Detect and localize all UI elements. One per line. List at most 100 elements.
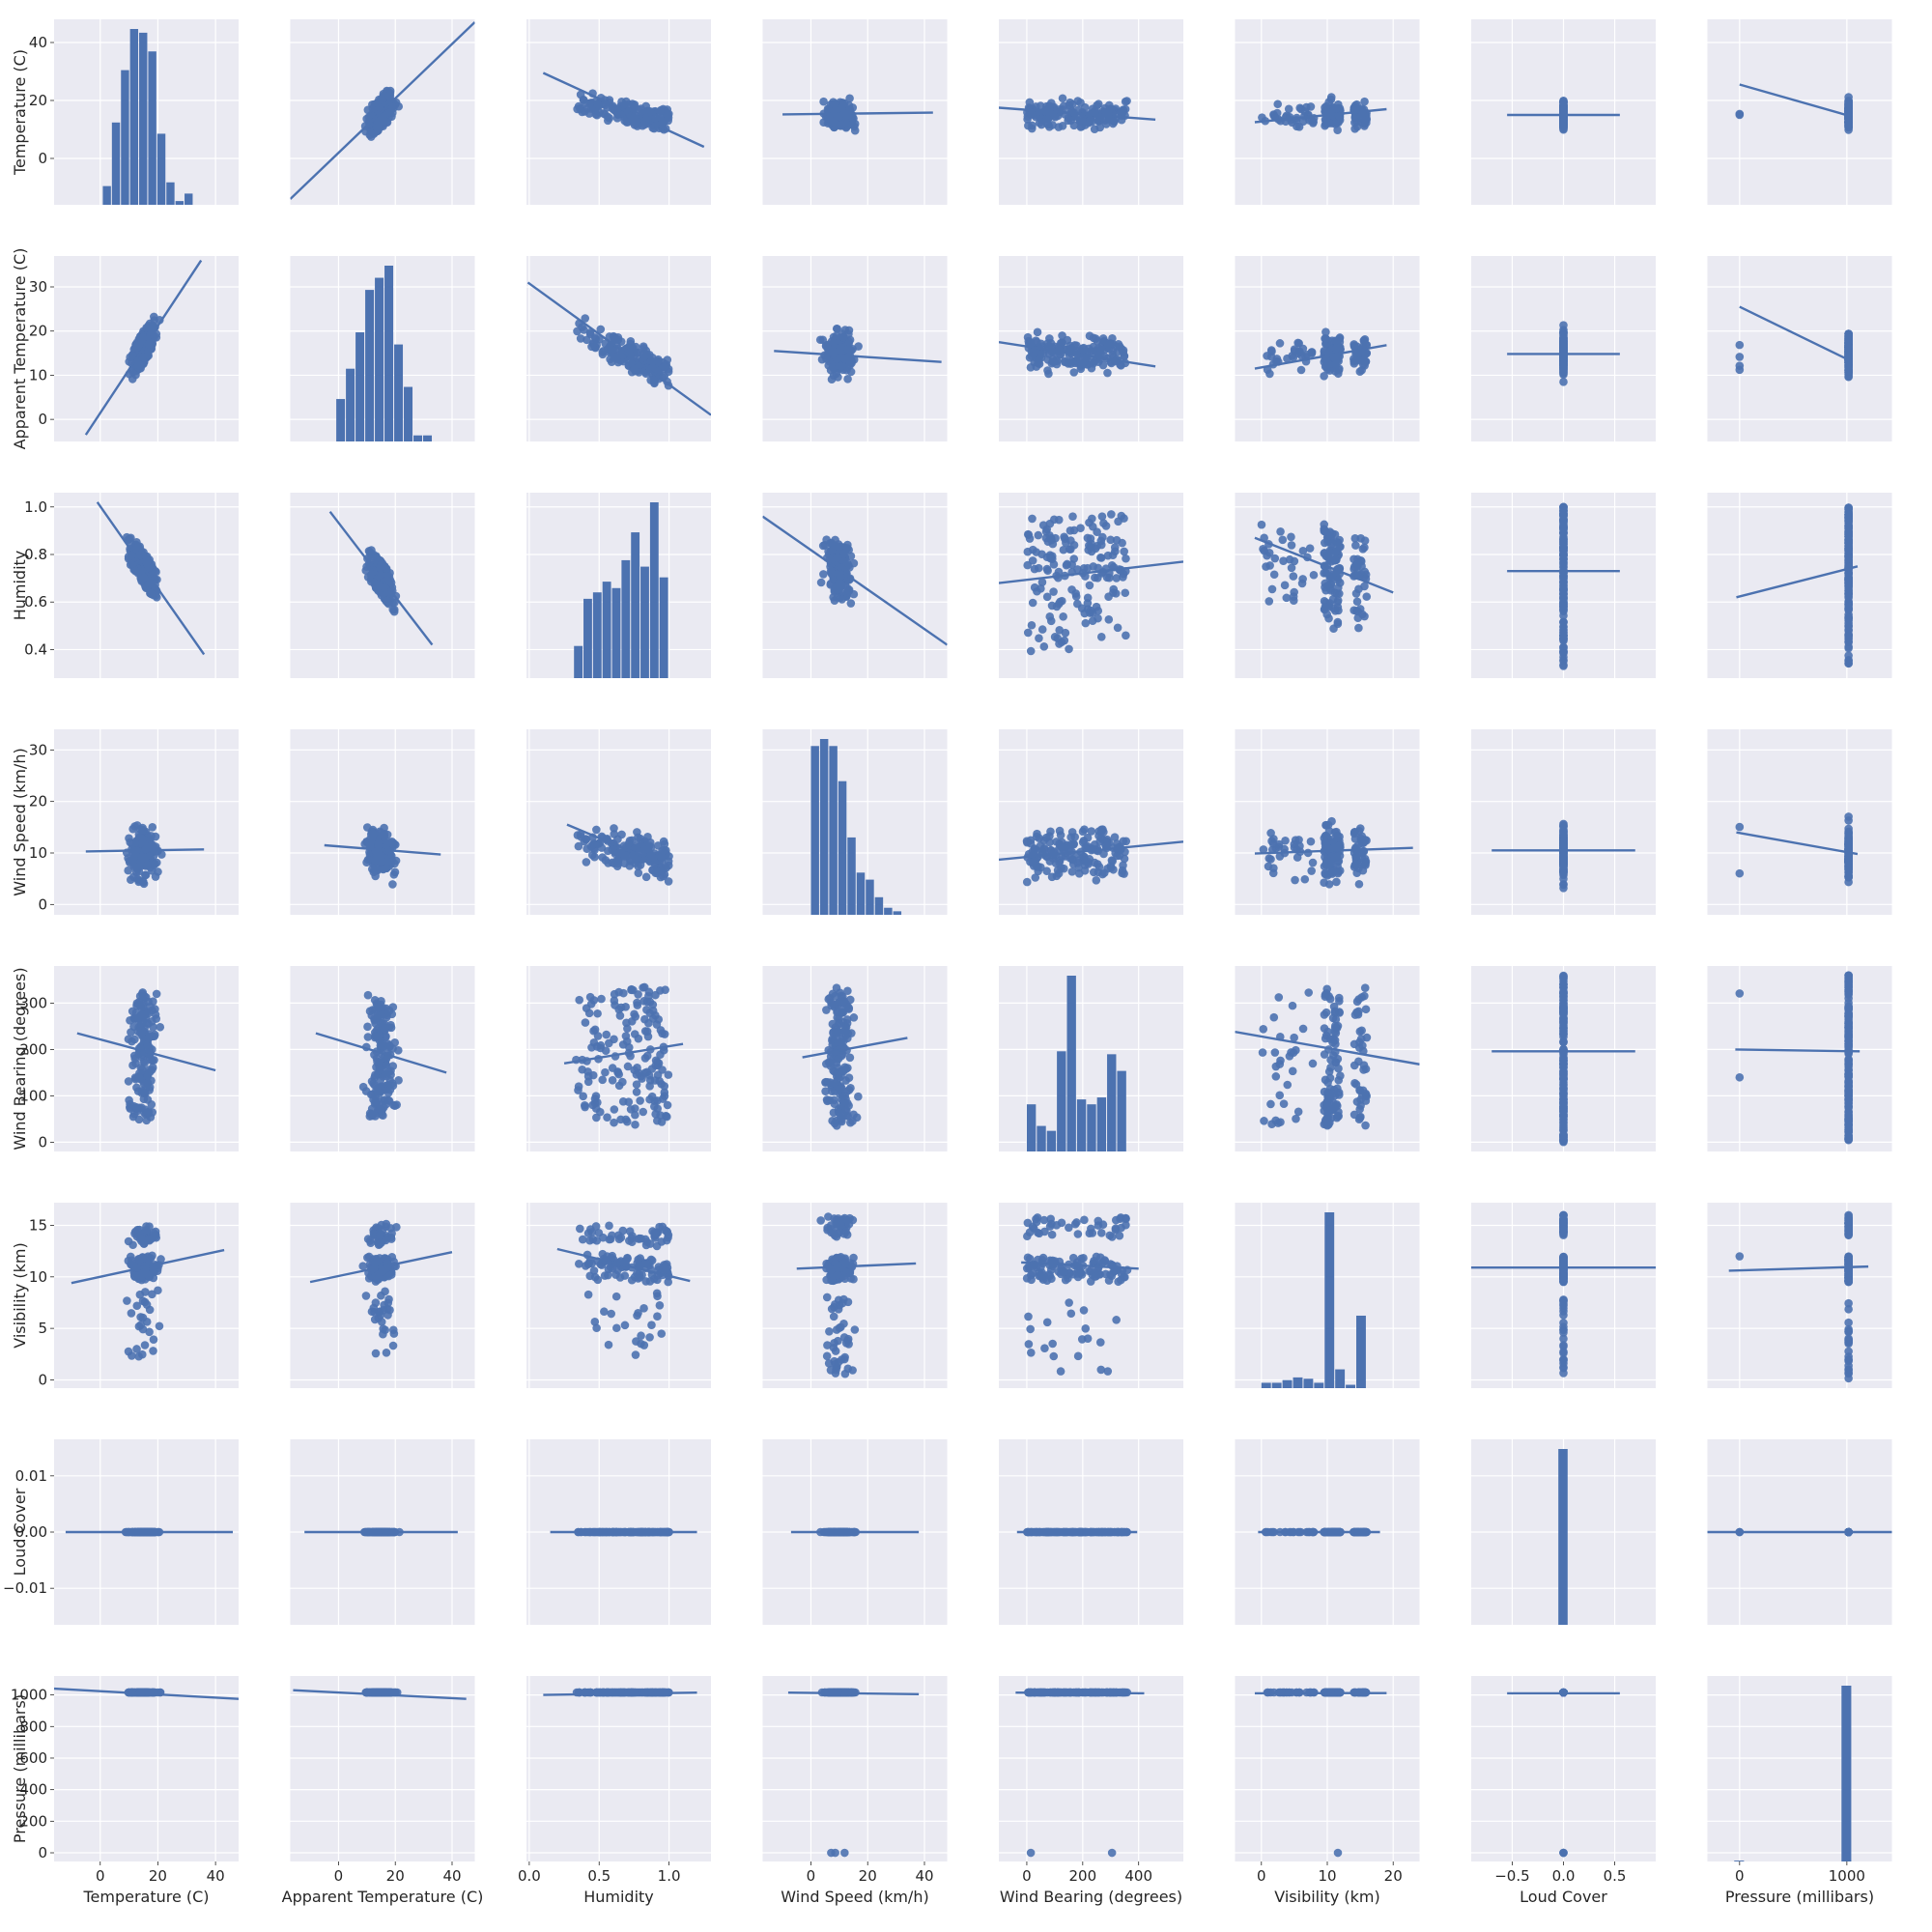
scatter-point bbox=[1045, 530, 1054, 540]
scatter-point bbox=[1350, 534, 1360, 543]
scatter-point bbox=[1264, 862, 1273, 871]
scatter-point bbox=[1321, 334, 1330, 343]
scatter-point bbox=[649, 376, 659, 384]
scatter-point bbox=[1076, 116, 1086, 125]
scatter-point bbox=[133, 543, 143, 552]
scatter-point bbox=[141, 870, 151, 880]
scatter-point bbox=[368, 830, 378, 838]
panel-content bbox=[774, 324, 942, 384]
scatter-point bbox=[1103, 368, 1112, 378]
scatter-point bbox=[1105, 573, 1114, 582]
scatter-point bbox=[1270, 554, 1280, 563]
scatter-point bbox=[1108, 857, 1117, 866]
scatter-point bbox=[1559, 584, 1568, 594]
scatter-point bbox=[1333, 617, 1343, 627]
panel-humidity-vs-apparent-temperature-c bbox=[290, 493, 475, 678]
scatter-point bbox=[1264, 597, 1274, 606]
scatter-point bbox=[1096, 633, 1106, 641]
regression-line bbox=[324, 843, 441, 856]
scatter-point bbox=[1081, 618, 1091, 628]
scatter-point bbox=[816, 578, 826, 587]
histogram-bar bbox=[810, 746, 819, 915]
scatter-point bbox=[1333, 546, 1342, 555]
scatter-point bbox=[1844, 99, 1853, 108]
panel-content bbox=[1254, 816, 1413, 889]
histogram-bar bbox=[856, 872, 866, 915]
y-tick-label: 0 bbox=[38, 895, 47, 913]
panel-content bbox=[1507, 97, 1620, 134]
scatter-point bbox=[573, 327, 582, 336]
scatter-point bbox=[1052, 356, 1062, 366]
scatter-point bbox=[1038, 521, 1048, 529]
scatter-point bbox=[1325, 857, 1335, 867]
scatter-point bbox=[1115, 851, 1124, 861]
scatter-point bbox=[1559, 542, 1568, 552]
scatter-point bbox=[1289, 353, 1298, 362]
scatter-point bbox=[134, 877, 143, 887]
scatter-point bbox=[1096, 553, 1105, 562]
scatter-point bbox=[651, 113, 661, 123]
scatter-point bbox=[622, 118, 632, 127]
scatter-point bbox=[1049, 587, 1058, 596]
scatter-point bbox=[1030, 564, 1039, 574]
scatter-point bbox=[1056, 831, 1065, 839]
panel-content bbox=[1254, 520, 1394, 634]
scatter-point bbox=[594, 839, 603, 848]
scatter-point bbox=[1050, 633, 1060, 641]
scatter-point bbox=[1289, 572, 1298, 581]
panel-temperature-c-vs-loud-cover bbox=[1471, 19, 1656, 205]
scatter-point bbox=[1118, 866, 1127, 875]
scatter-point bbox=[377, 590, 386, 600]
scatter-point bbox=[592, 825, 601, 835]
scatter-point bbox=[1735, 340, 1745, 350]
scatter-point bbox=[371, 856, 380, 865]
scatter-point bbox=[1076, 99, 1085, 107]
scatter-point bbox=[1086, 534, 1095, 543]
scatter-point bbox=[1043, 366, 1052, 375]
histogram-bar bbox=[574, 645, 583, 678]
scatter-point bbox=[1106, 535, 1116, 545]
scatter-point bbox=[1287, 541, 1296, 550]
panel-content bbox=[762, 515, 948, 646]
scatter-point bbox=[1059, 545, 1068, 554]
scatter-point bbox=[1073, 105, 1083, 115]
panel-content bbox=[84, 259, 203, 436]
scatter-point bbox=[1354, 623, 1363, 633]
panel-apparent-temperature-c-vs-pressure-millibars bbox=[1707, 256, 1892, 441]
scatter-point bbox=[1287, 532, 1295, 542]
histogram-bar bbox=[156, 133, 166, 205]
scatter-point bbox=[1361, 861, 1370, 869]
scatter-point bbox=[1331, 104, 1341, 113]
scatter-point bbox=[1559, 339, 1568, 349]
scatter-point bbox=[580, 326, 588, 334]
scatter-point bbox=[1055, 858, 1064, 867]
scatter-point bbox=[1042, 867, 1051, 876]
scatter-point bbox=[137, 852, 147, 862]
scatter-point bbox=[831, 119, 839, 128]
scatter-point bbox=[1102, 835, 1112, 844]
scatter-point bbox=[138, 353, 147, 361]
scatter-point bbox=[1023, 628, 1033, 638]
histogram-bar bbox=[592, 592, 602, 678]
scatter-point bbox=[1065, 644, 1073, 654]
histogram-bar bbox=[866, 879, 874, 915]
scatter-point bbox=[1046, 553, 1055, 562]
scatter-point bbox=[1559, 635, 1568, 644]
scatter-point bbox=[1046, 827, 1055, 837]
scatter-point bbox=[1121, 588, 1130, 598]
scatter-point bbox=[151, 872, 160, 881]
panel-content bbox=[324, 823, 441, 889]
scatter-point bbox=[1086, 115, 1095, 125]
scatter-point bbox=[1559, 611, 1568, 620]
scatter-point bbox=[390, 867, 400, 877]
scatter-point bbox=[1054, 515, 1064, 525]
scatter-point bbox=[1354, 584, 1363, 594]
scatter-point bbox=[576, 90, 585, 99]
scatter-point bbox=[1032, 832, 1041, 841]
scatter-point bbox=[1321, 362, 1331, 371]
scatter-point bbox=[1034, 530, 1043, 540]
scatter-point bbox=[362, 823, 372, 832]
scatter-point bbox=[1060, 356, 1069, 366]
panel-background bbox=[1707, 19, 1892, 205]
scatter-point bbox=[645, 838, 655, 847]
